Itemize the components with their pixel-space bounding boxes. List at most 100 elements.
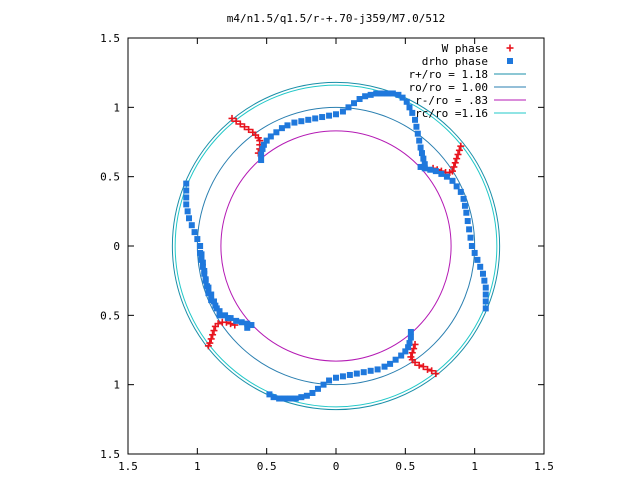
drho-phase-point	[453, 183, 460, 190]
drho-phase-point	[421, 165, 428, 172]
drho-phase-point	[346, 371, 353, 378]
drho-phase-point	[471, 249, 478, 256]
drho-phase-point	[367, 91, 374, 98]
w-phase-point	[450, 163, 458, 171]
w-phase-point	[419, 363, 427, 371]
w-phase-point	[451, 159, 459, 167]
w-phase-point	[410, 345, 418, 353]
drho-phase-point	[267, 133, 274, 140]
drho-phase-point	[258, 157, 265, 164]
w-phase-point	[415, 361, 423, 369]
drho-phase-point	[273, 129, 280, 136]
w-phase-point	[227, 320, 235, 328]
drho-phase-point	[238, 319, 245, 326]
drho-phase-point	[381, 363, 388, 370]
drho-phase-point	[460, 195, 467, 202]
y-tick-label: 1.5	[100, 448, 120, 461]
drho-phase-point	[326, 377, 333, 384]
drho-phase-point	[353, 370, 360, 377]
drho-phase-point	[278, 125, 285, 132]
drho-phase-point	[432, 168, 439, 175]
drho-phase-point	[303, 392, 310, 399]
w-phase-point	[232, 117, 240, 125]
y-axis: 1.5 1 0.5 0 0.5 1 1.5	[100, 32, 544, 461]
drho-phase-point	[389, 90, 396, 97]
y-tick-label: 1	[113, 101, 120, 114]
drho-phase-point	[479, 270, 486, 277]
w-phase-point	[209, 331, 217, 339]
w-phase-point	[245, 126, 253, 134]
legend-label: drho phase	[422, 55, 488, 68]
drho-phase-point	[298, 394, 305, 401]
drho-phase-point	[477, 263, 484, 270]
w-phase-point	[240, 123, 248, 131]
drho-phase-point	[463, 209, 470, 216]
x-tick-label: 0.5	[257, 460, 277, 473]
drho-phase-point	[405, 344, 412, 351]
drho-phase-point	[406, 104, 413, 111]
drho-phase-point	[474, 256, 481, 263]
reference-circles	[171, 81, 501, 411]
drho-phase-point	[305, 116, 312, 123]
drho-phase-point	[416, 137, 423, 144]
drho-phase-point	[356, 96, 363, 103]
drho-phase-point	[438, 170, 445, 177]
drho-phase-point	[360, 369, 367, 376]
drho-phase-point	[205, 284, 212, 291]
w-phase-point	[210, 327, 218, 335]
drho-phase-point	[427, 166, 434, 173]
drho-phase-point	[417, 144, 424, 151]
w-phase-point	[428, 367, 436, 375]
drho-phase-point	[387, 360, 394, 367]
drho-phase-point	[248, 322, 255, 329]
x-tick-label: 1.5	[534, 460, 554, 473]
drho-phase-point	[186, 215, 193, 222]
w-phase-point	[228, 114, 236, 122]
w-phase-point	[411, 340, 419, 348]
drho-phase-point	[291, 119, 298, 126]
drho-phase-point	[367, 367, 374, 374]
w-phase-point	[424, 365, 432, 373]
drho-phase-point	[345, 104, 352, 111]
y-tick-label: 0	[113, 240, 120, 253]
drho-phase-point	[319, 114, 326, 121]
w-phase-point	[407, 353, 415, 361]
w-phase-point	[432, 370, 440, 378]
drho-phase-point	[409, 109, 416, 116]
drho-phase-point	[417, 163, 424, 170]
x-tick-label: 0	[333, 460, 340, 473]
drho-phase-point	[412, 116, 419, 123]
circle-r-ro-83	[220, 130, 452, 362]
drho-phase-point	[333, 374, 339, 381]
y-tick-label: 0.5	[100, 309, 120, 322]
drho-phase-point	[443, 173, 450, 180]
drho-phase-point	[406, 340, 413, 347]
drho-phase-point	[407, 328, 414, 335]
drho-phase-point	[197, 249, 204, 256]
drho-phase-point	[244, 324, 251, 331]
drho-phase-point	[481, 277, 488, 284]
data-series	[183, 90, 489, 402]
drho-phase-point	[464, 218, 471, 225]
drho-phase-point	[298, 118, 305, 125]
drho-phase-point	[199, 263, 206, 270]
drho-phase-point	[482, 298, 489, 305]
drho-phase-point	[399, 94, 406, 101]
drho-phase-point	[457, 188, 464, 195]
legend-label: W phase	[442, 42, 488, 55]
circle-r-ro-1-18	[171, 81, 501, 411]
drho-phase-point	[260, 141, 267, 148]
drho-phase-point	[263, 137, 270, 144]
drho-phase-point	[266, 391, 273, 398]
drho-phase-point	[395, 91, 402, 98]
drho-phase-point	[466, 226, 473, 233]
drho-phase-point	[468, 243, 475, 249]
drho-phase-point	[378, 90, 385, 97]
w-phase-point	[457, 142, 465, 150]
w-phase-point	[207, 335, 215, 343]
drho-phase-point	[224, 315, 231, 322]
drho-phase-point	[244, 320, 251, 327]
